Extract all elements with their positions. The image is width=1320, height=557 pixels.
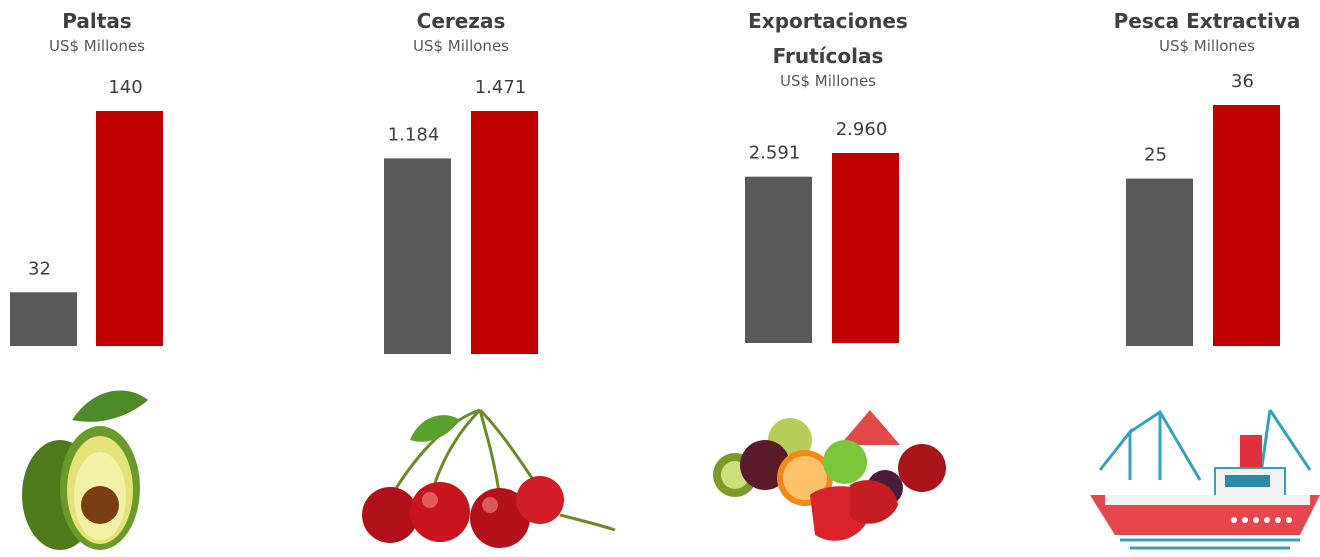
chart-subtitle: US$ Millones [49, 37, 145, 55]
bar [745, 176, 812, 343]
chart-title: Paltas [62, 9, 132, 33]
value-label: 1.471 [475, 77, 527, 98]
bar [1126, 178, 1193, 346]
chart-title: Exportaciones Frutícolas [748, 9, 908, 68]
chart-title: Cerezas [416, 9, 506, 33]
chart-header: Pesca Extractiva US$ Millones [1097, 4, 1317, 57]
cherries-image [362, 408, 616, 548]
bar [384, 158, 451, 354]
value-label: 1.184 [388, 124, 440, 145]
value-label: 32 [28, 258, 51, 279]
bar [10, 292, 77, 346]
value-label: 25 [1144, 145, 1167, 166]
chart-header: Exportaciones Frutícolas US$ Millones [743, 4, 913, 92]
chart-subtitle: US$ Millones [1159, 37, 1255, 55]
bar [1213, 105, 1280, 346]
bar [471, 111, 538, 354]
chart-header: Cerezas US$ Millones [351, 4, 571, 57]
value-label: 36 [1231, 71, 1254, 92]
chart-title: Pesca Extractiva [1113, 9, 1301, 33]
value-label: 140 [108, 77, 142, 98]
chart-subtitle: US$ Millones [413, 37, 509, 55]
avocado-image [22, 390, 148, 550]
chart-subtitle: US$ Millones [780, 72, 876, 90]
bar [832, 153, 899, 343]
bar [96, 111, 163, 346]
fruits-image [713, 410, 946, 541]
chart-header: Paltas US$ Millones [0, 4, 197, 57]
boat-image [1090, 409, 1320, 550]
value-label: 2.960 [836, 119, 888, 140]
value-label: 2.591 [749, 143, 801, 164]
